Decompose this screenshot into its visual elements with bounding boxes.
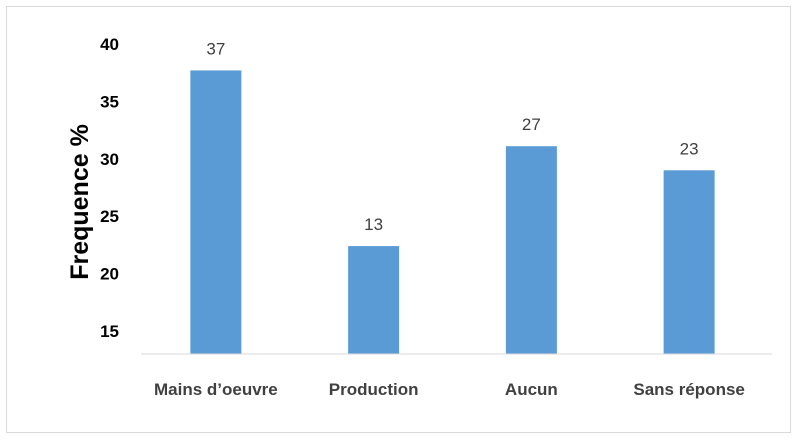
x-axis-ticks: Mains d’oeuvre Production Aucun Sans répons… bbox=[154, 380, 745, 399]
y-tick-label: 20 bbox=[100, 265, 119, 284]
data-label: 13 bbox=[364, 215, 383, 234]
y-axis-label: Frequence % bbox=[66, 124, 94, 280]
bar bbox=[505, 146, 557, 354]
bar bbox=[190, 70, 242, 354]
y-tick-label: 40 bbox=[100, 35, 119, 54]
y-tick-label: 35 bbox=[100, 92, 119, 111]
x-tick-label: Production bbox=[329, 380, 419, 399]
bar-chart: Frequence % 15 20 25 30 35 40 37 13 27 23 Mains … bbox=[66, 35, 772, 399]
bar bbox=[348, 246, 400, 354]
x-tick-label: Sans réponse bbox=[633, 380, 745, 399]
y-tick-label: 25 bbox=[100, 207, 119, 226]
chart-container: Frequence % 15 20 25 30 35 40 37 13 27 23 Mains … bbox=[6, 6, 791, 433]
x-tick-label: Aucun bbox=[505, 380, 558, 399]
bar bbox=[663, 170, 715, 354]
y-axis-ticks: 15 20 25 30 35 40 bbox=[100, 35, 119, 341]
data-label: 37 bbox=[206, 39, 225, 58]
y-tick-label: 15 bbox=[100, 322, 119, 341]
data-label: 23 bbox=[680, 139, 699, 158]
data-labels: 37 13 27 23 bbox=[206, 39, 698, 234]
bars bbox=[190, 70, 715, 354]
x-tick-label: Mains d’oeuvre bbox=[154, 380, 278, 399]
y-tick-label: 30 bbox=[100, 150, 119, 169]
data-label: 27 bbox=[522, 115, 541, 134]
